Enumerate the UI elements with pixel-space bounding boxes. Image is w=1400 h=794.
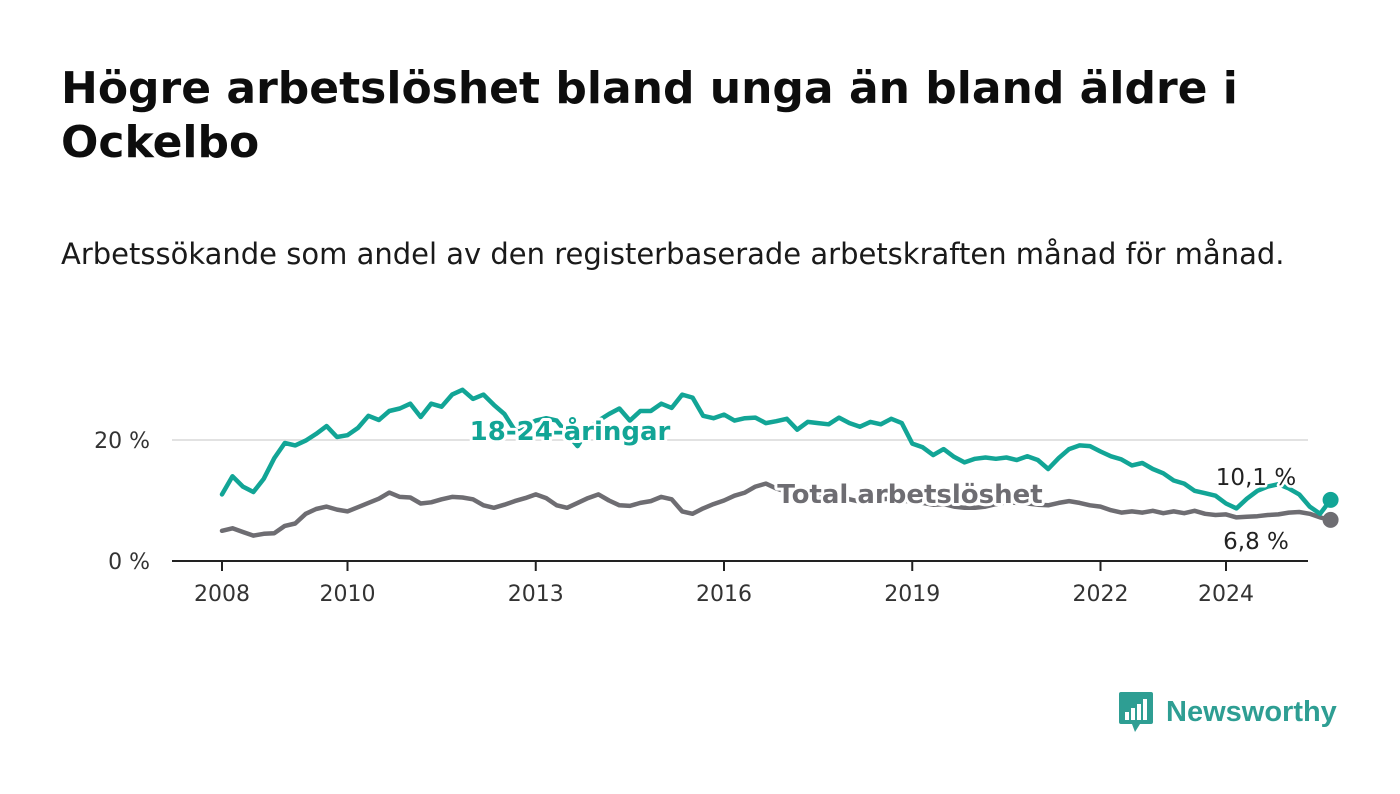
newsworthy-logo: Newsworthy — [1118, 690, 1337, 734]
x-tick-label: 2008 — [194, 582, 250, 607]
series-label-total: Total arbetslöshet — [777, 480, 1042, 510]
series-label-youth: 18-24-åringar — [470, 415, 671, 447]
x-tick-label: 2022 — [1073, 582, 1129, 607]
x-tick-label: 2013 — [508, 582, 564, 607]
x-tick-label: 2016 — [696, 582, 752, 607]
end-label-total: 6,8 % — [1223, 529, 1289, 555]
end-label-youth: 10,1 % — [1216, 465, 1296, 491]
series-line-1 — [219, 481, 1333, 538]
x-tick-label: 2019 — [884, 582, 940, 607]
x-tick-label: 2024 — [1198, 582, 1254, 607]
logo-text: Newsworthy — [1166, 695, 1337, 728]
axes: 0 % 20 % 2008 2010 2013 2016 2019 2022 2024 — [94, 429, 1308, 607]
labels: 18-24-åringar Total arbetslöshet 10,1 % 6,8… — [467, 412, 1299, 558]
x-tick-label: 2010 — [320, 582, 376, 607]
y-tick-label: 20 % — [94, 429, 150, 454]
bar-chart-speech-bubble-icon — [1119, 692, 1153, 732]
series-lines — [219, 387, 1339, 538]
series-line-0 — [219, 387, 1333, 517]
y-tick-label: 0 % — [108, 550, 150, 575]
series-end-point-0 — [1322, 491, 1339, 508]
chart-subtitle: Arbetssökande som andel av den registerb… — [61, 237, 1285, 271]
chart-title: Högre arbetslöshet bland unga än bland ä… — [61, 63, 1238, 168]
series-end-point-1 — [1322, 511, 1339, 528]
